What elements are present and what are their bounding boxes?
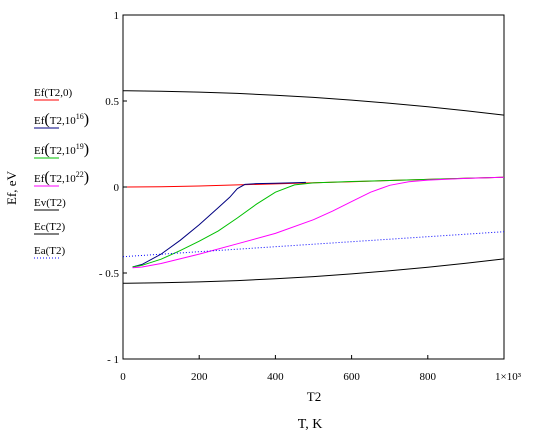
x-axis-title: T2 [307, 389, 321, 404]
y-tick-label: - 1 [107, 354, 119, 366]
legend-item-2: Ef(T2,1019) [34, 141, 89, 159]
plot-area-border [122, 14, 505, 360]
plot-frame [122, 14, 505, 360]
legend-item-3: Ef(T2,1022) [34, 169, 89, 187]
series-line-5 [122, 258, 505, 284]
legend-item-0: Ef(T2,0) [34, 87, 73, 101]
y-tick-label: 0.5 [105, 96, 119, 108]
x-tick-label: 400 [267, 371, 284, 383]
x-tick-label: 600 [343, 371, 360, 383]
x-tick-label: 0 [120, 371, 126, 383]
y-tick-label: - 0.5 [99, 268, 120, 280]
x-tick-label: 200 [191, 371, 208, 383]
series-line-2 [132, 176, 505, 268]
legend: Ef(T2,0) Ef(T2,1016) Ef(T2,1019) Ef(T2,1022… [34, 87, 89, 259]
x-axis-secondary-title: T, K [298, 417, 323, 432]
series-line-6 [122, 231, 505, 258]
legend-label: Ec(T2) [34, 221, 66, 233]
x-tick-label: 1×10³ [495, 371, 522, 383]
legend-item-4: Ev(T2) [34, 197, 66, 211]
x-tick-label: 800 [420, 371, 437, 383]
ticks-group: 10.50- 0.5- 10 200 400 600 800 1×10³ [99, 10, 522, 383]
legend-item-6: Ea(T2) [34, 245, 66, 259]
series-line-4 [122, 90, 505, 116]
y-tick-label: 0 [114, 182, 120, 194]
series-line-1 [132, 181, 306, 268]
legend-label: Ev(T2) [34, 197, 66, 209]
legend-item-5: Ec(T2) [34, 221, 66, 235]
series-line-3 [132, 176, 505, 269]
legend-label: Ea(T2) [34, 245, 66, 257]
legend-item-1: Ef(T2,1016) [34, 111, 89, 129]
legend-label: Ef(T2,0) [34, 87, 73, 99]
y-tick-label: 1 [114, 10, 120, 22]
legend-label: Ef(T2,1022) [34, 169, 89, 186]
legend-label: Ef(T2,1019) [34, 141, 89, 158]
y-axis-title: Ef, eV [4, 170, 19, 205]
legend-label: Ef(T2,1016) [34, 111, 89, 128]
series-group [122, 90, 505, 284]
